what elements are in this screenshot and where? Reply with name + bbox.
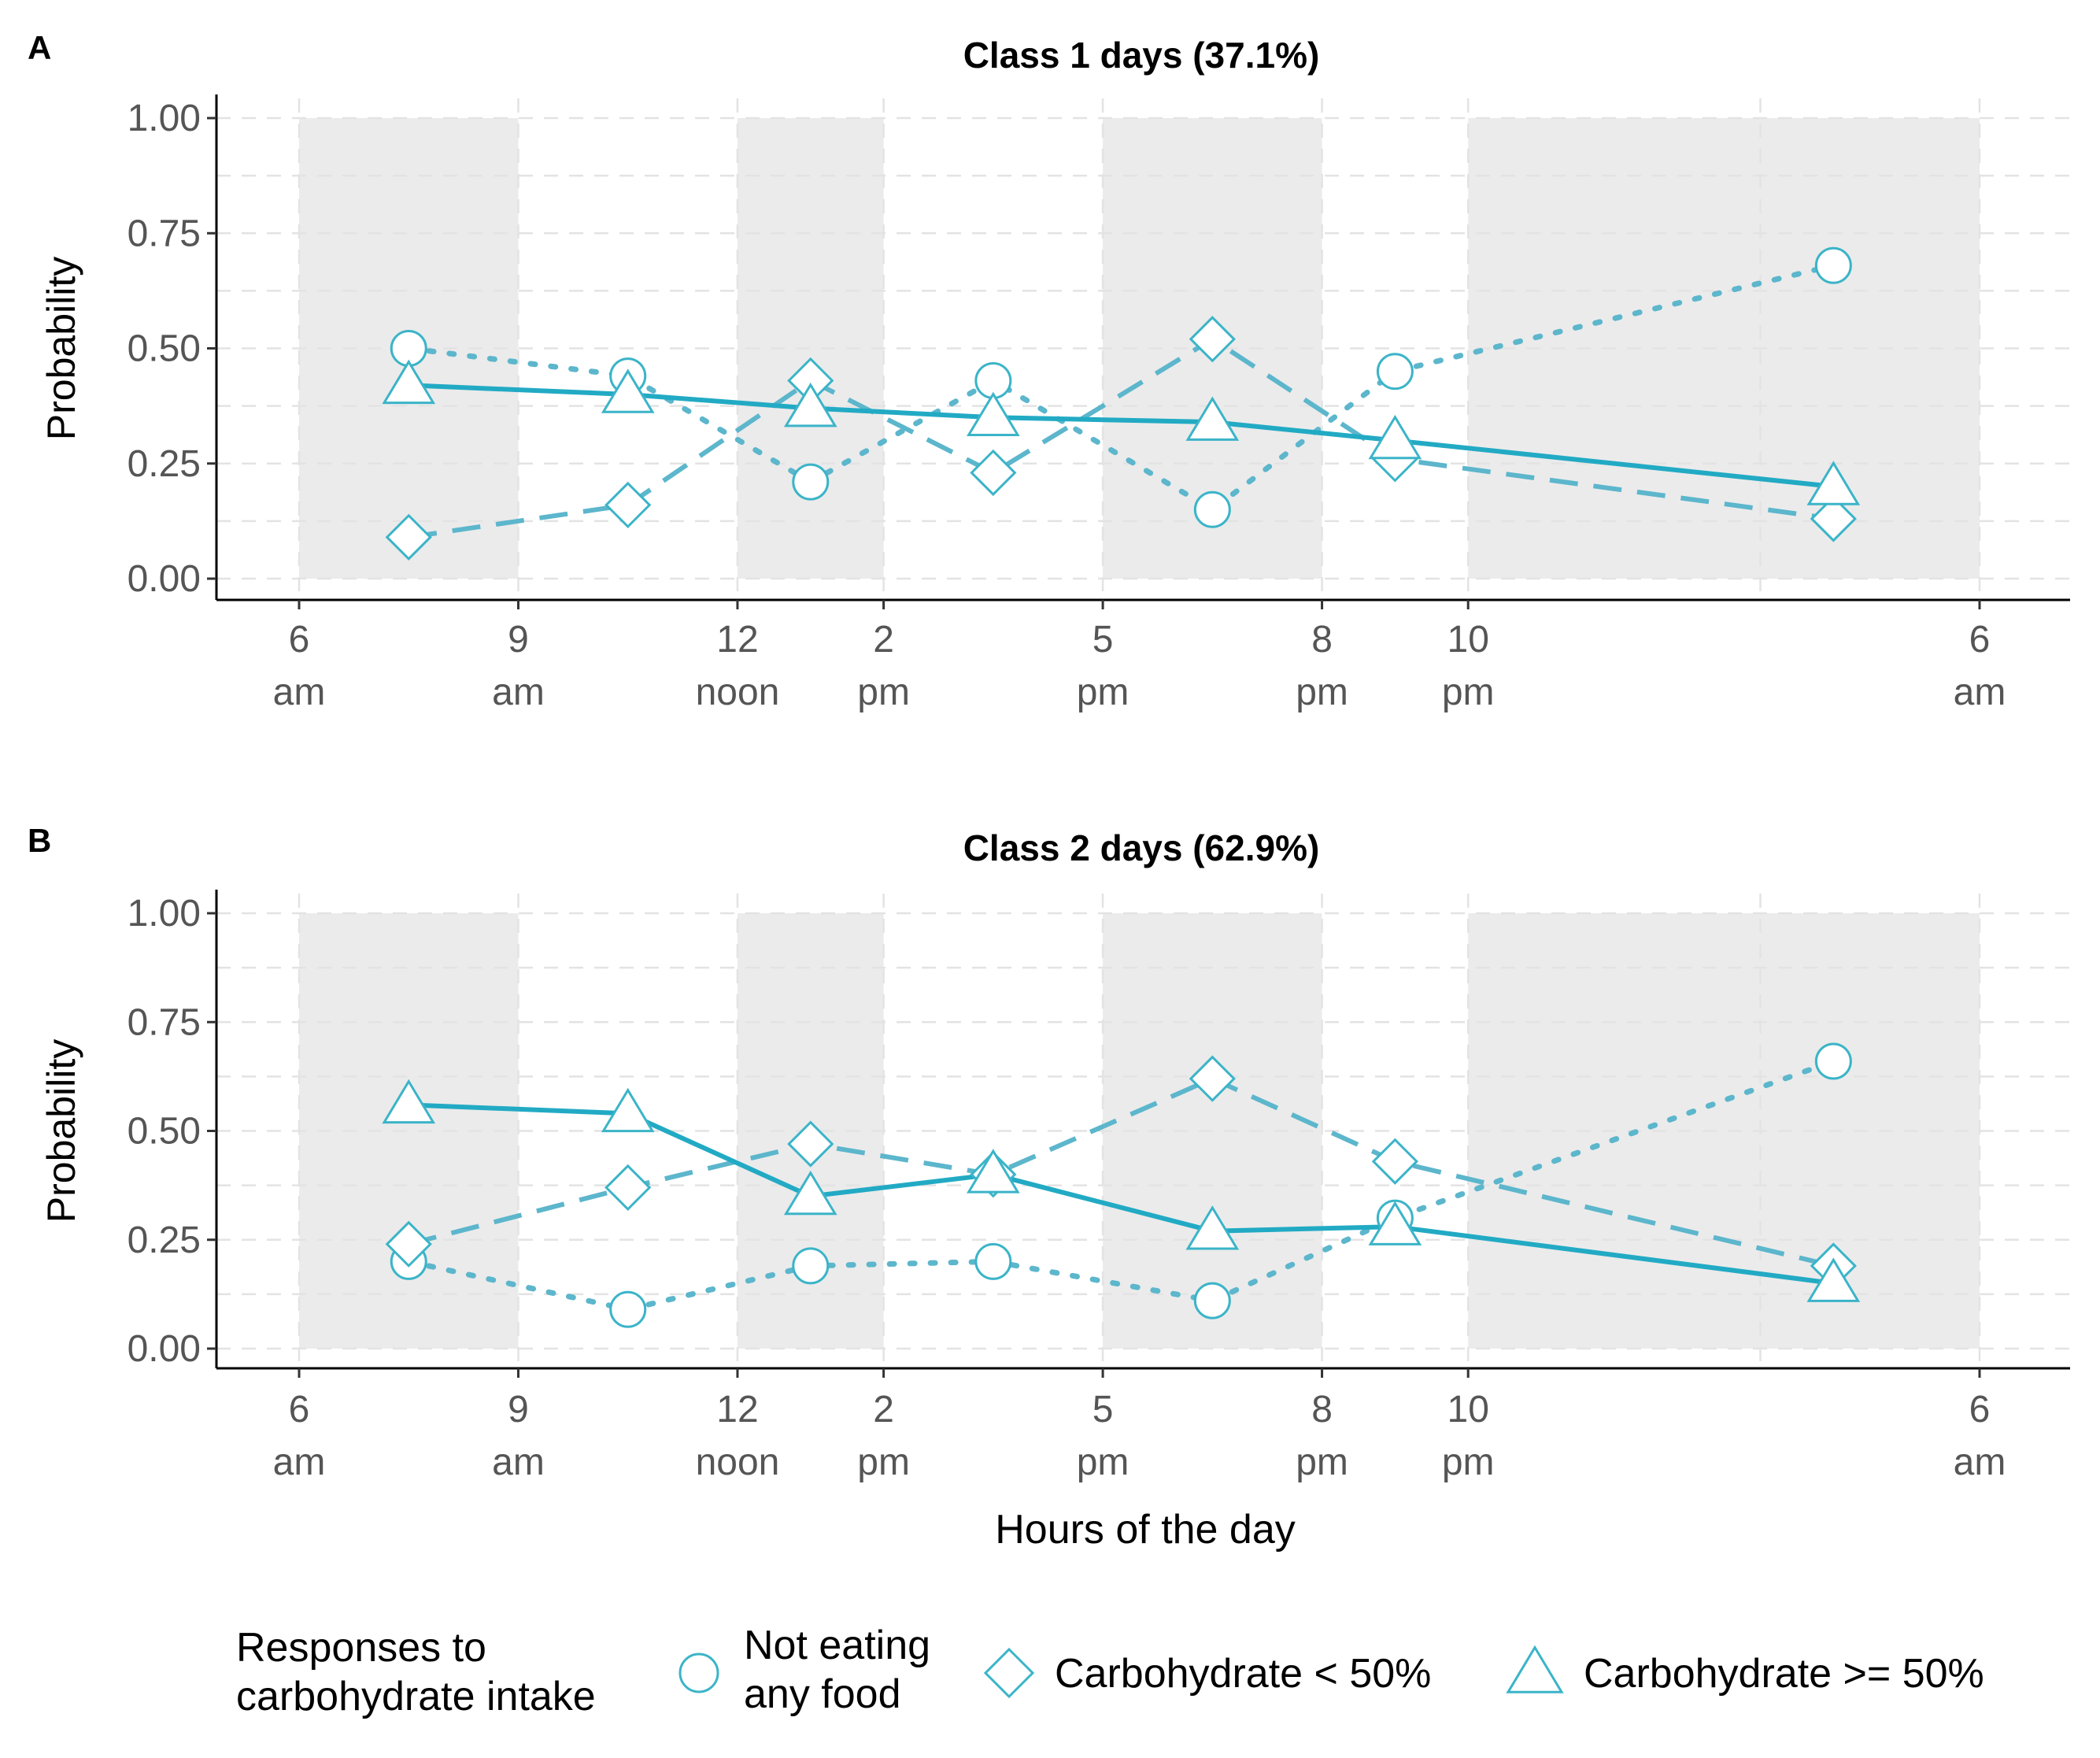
data-point-circle — [1814, 1042, 1852, 1080]
panel-tag: A — [28, 29, 51, 66]
data-point-circle — [1193, 490, 1231, 528]
x-tick-label: 6 — [1969, 619, 1991, 661]
x-tick-label: 10 — [1447, 1389, 1489, 1430]
data-point-circle — [1814, 246, 1852, 284]
data-point-diamond — [1189, 1055, 1236, 1102]
data-point-diamond — [787, 1120, 834, 1168]
panel-b: B Class 2 days (62.9%) 0.00 0.25 0.50 0.75 1.0… — [28, 822, 2070, 1553]
x-tick-label-sub: pm — [1442, 1442, 1495, 1483]
data-point-diamond — [604, 1164, 652, 1212]
x-tick-label-sub: pm — [1442, 672, 1495, 713]
x-tick-label-sub: pm — [1296, 672, 1348, 713]
legend-label-sub: any food — [744, 1671, 901, 1717]
legend-label: Carbohydrate < 50% — [1055, 1651, 1431, 1697]
x-tick-label-sub: am — [1954, 1442, 2006, 1483]
x-tick-label: 10 — [1447, 619, 1489, 661]
panel-a: A Class 1 days (37.1%) 0.00 0.25 0.50 0.75 1.0… — [28, 29, 2070, 713]
y-axis-label: Probability — [39, 257, 83, 440]
y-tick-label: 0.25 — [128, 1219, 201, 1261]
x-tick-label-sub: pm — [857, 672, 910, 713]
data-point-diamond — [604, 481, 652, 529]
x-tick-label: 2 — [873, 1389, 894, 1430]
data-point-triangle — [1185, 396, 1240, 441]
y-tick-label: 0.00 — [128, 1328, 201, 1370]
x-tick-label-sub: pm — [1077, 672, 1129, 713]
data-point-circle — [792, 463, 830, 501]
data-point-triangle — [1806, 461, 1861, 505]
x-tick-label-sub: am — [492, 672, 545, 713]
x-tick-label: 5 — [1093, 619, 1114, 661]
x-tick-label: 5 — [1093, 1389, 1114, 1430]
x-tick-label-sub: noon — [696, 672, 780, 713]
x-tick-label: 12 — [716, 619, 758, 661]
y-tick-label: 0.75 — [128, 213, 201, 254]
y-tick-label: 0.25 — [128, 443, 201, 485]
data-point-circle — [1193, 1282, 1231, 1319]
y-tick-label: 0.00 — [128, 558, 201, 600]
data-point-triangle — [783, 1170, 837, 1216]
x-tick-label-sub: am — [273, 1442, 326, 1483]
x-tick-label-sub: noon — [696, 1442, 780, 1483]
x-tick-label: 6 — [289, 1389, 310, 1430]
data-point-circle — [792, 1247, 830, 1285]
panel-title: Class 1 days (37.1%) — [963, 35, 1320, 76]
x-axis-label: Hours of the day — [995, 1507, 1296, 1553]
data-point-diamond — [385, 513, 432, 561]
data-point-triangle — [1368, 1201, 1422, 1245]
y-axis-label: Probability — [39, 1039, 83, 1223]
legend-label: Carbohydrate >= 50% — [1584, 1651, 1984, 1697]
x-tick-label: 8 — [1311, 619, 1333, 661]
data-point-triangle — [967, 1149, 1020, 1194]
x-tick-label: 9 — [508, 619, 529, 661]
y-tick-label: 0.50 — [128, 328, 201, 370]
data-point-circle — [974, 1242, 1012, 1280]
y-tick-label: 1.00 — [128, 98, 201, 139]
legend-title: Responses to — [236, 1625, 486, 1671]
legend-key-diamond — [983, 1647, 1035, 1699]
x-tick-label-sub: pm — [857, 1442, 910, 1483]
x-tick-label: 9 — [508, 1389, 529, 1430]
x-tick-label-sub: am — [273, 672, 326, 713]
x-tick-label: 8 — [1311, 1389, 1333, 1430]
shaded-period — [1468, 118, 1980, 579]
data-point-diamond — [1371, 1138, 1419, 1185]
legend-key-circle — [678, 1653, 719, 1693]
y-tick-label: 1.00 — [128, 893, 201, 935]
x-tick-label: 6 — [1969, 1389, 1991, 1430]
x-tick-label-sub: pm — [1296, 1442, 1348, 1483]
data-point-triangle — [783, 382, 837, 427]
shaded-period — [1468, 913, 1980, 1349]
x-tick-label: 6 — [289, 619, 310, 661]
data-point-circle — [1376, 353, 1414, 390]
y-tick-label: 0.50 — [128, 1111, 201, 1153]
x-tick-label: 2 — [873, 619, 894, 661]
data-point-triangle — [382, 1079, 436, 1124]
data-point-circle — [609, 1290, 647, 1328]
legend-label: Not eating — [744, 1623, 930, 1668]
shaded-period — [299, 913, 519, 1349]
x-tick-label-sub: am — [492, 1442, 545, 1483]
data-point-triangle — [1806, 1257, 1861, 1302]
x-tick-label-sub: am — [1954, 672, 2006, 713]
data-point-diamond — [1189, 316, 1236, 363]
x-tick-label: 12 — [716, 1389, 758, 1430]
data-point-triangle — [601, 368, 655, 413]
data-point-triangle — [382, 359, 436, 405]
panel-title: Class 2 days (62.9%) — [963, 827, 1320, 868]
data-point-diamond — [970, 449, 1017, 497]
data-point-diamond — [1810, 495, 1857, 542]
legend-key-triangle — [1506, 1645, 1564, 1693]
data-point-diamond — [385, 1220, 432, 1268]
y-tick-label: 0.75 — [128, 1001, 201, 1043]
x-tick-label-sub: pm — [1077, 1442, 1129, 1483]
data-point-triangle — [1185, 1205, 1240, 1250]
panel-tag: B — [28, 822, 51, 859]
data-point-triangle — [967, 391, 1020, 437]
data-point-triangle — [1368, 414, 1422, 460]
data-point-triangle — [601, 1087, 655, 1133]
legend-title-sub: carbohydrate intake — [236, 1674, 596, 1719]
